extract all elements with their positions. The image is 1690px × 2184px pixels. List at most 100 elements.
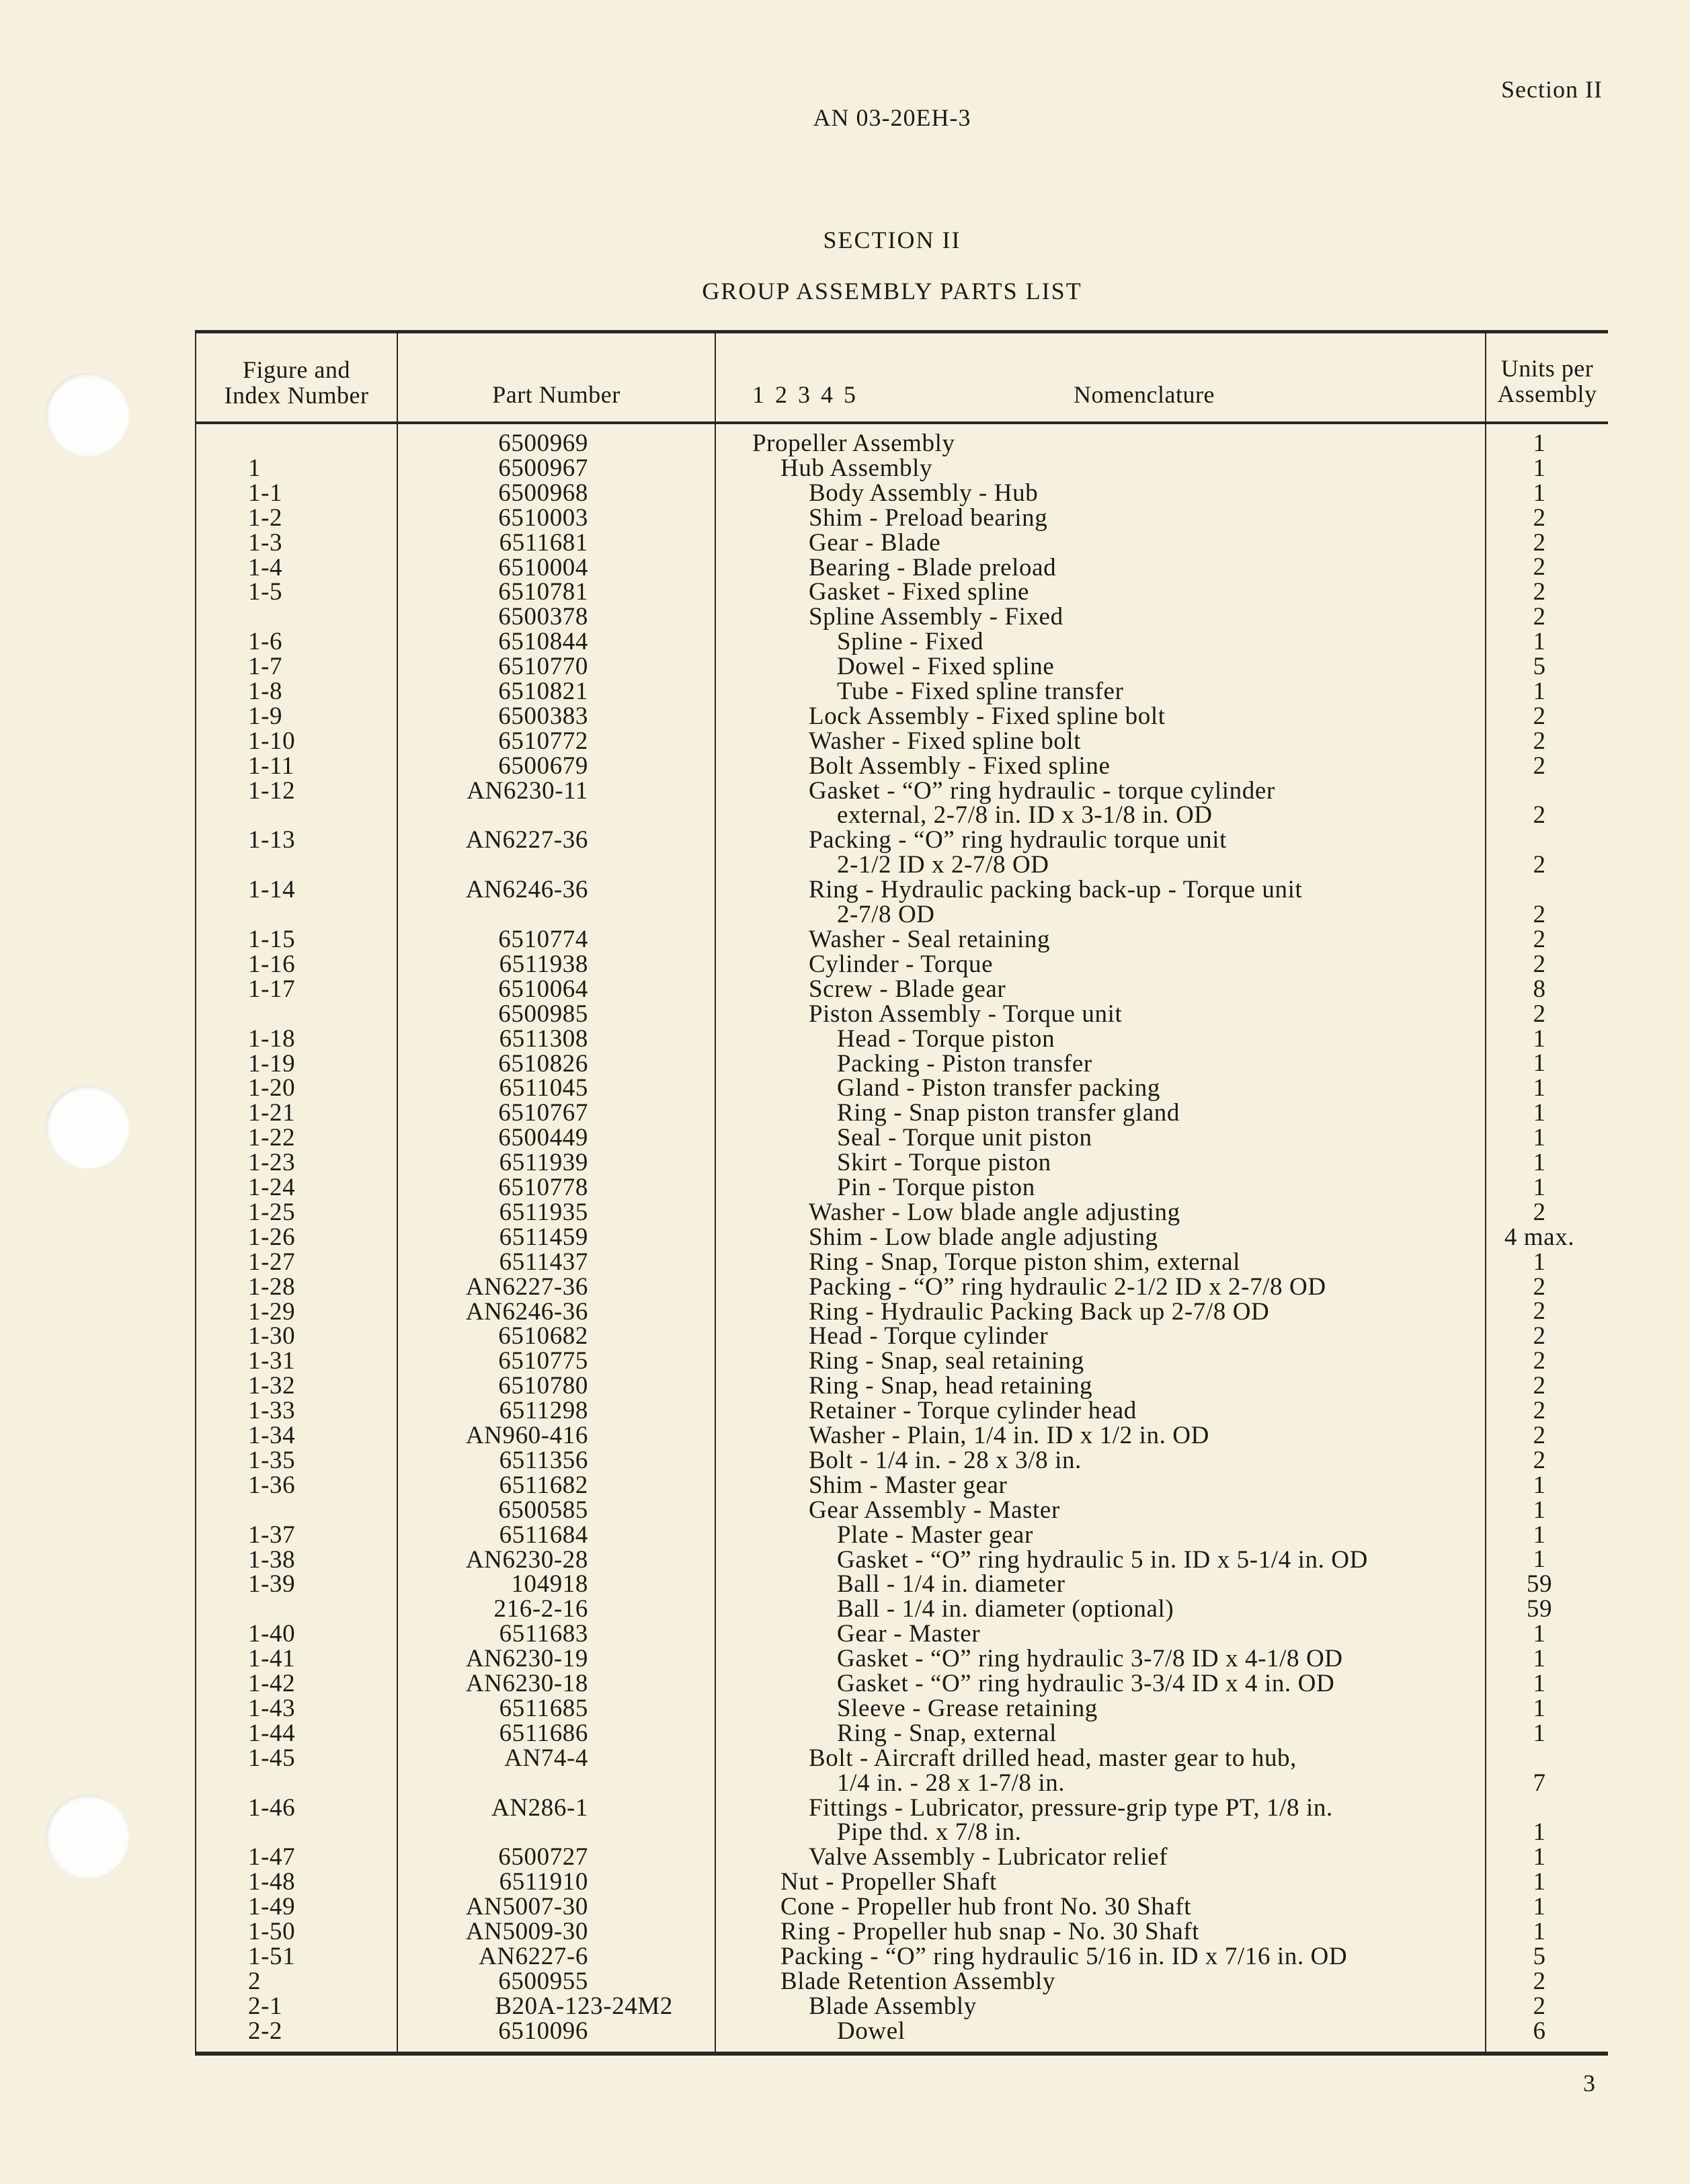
units-per-assembly: 1 [1533, 1843, 1546, 1871]
part-number: AN960-416 [465, 1422, 588, 1449]
nomenclature: Shim - Master gear [809, 1471, 1008, 1499]
nomenclature: Ring - Hydraulic Packing Back up 2-7/8 O… [809, 1297, 1270, 1326]
index-number: 1-51 [248, 1942, 296, 1970]
part-number: 6510767 [498, 1099, 588, 1127]
units-per-assembly: 1 [1533, 1496, 1546, 1524]
page-title: GROUP ASSEMBLY PARTS LIST [702, 278, 1082, 305]
nomenclature: Head - Torque cylinder [809, 1322, 1049, 1350]
units-per-assembly: 2 [1533, 1000, 1546, 1028]
table-row: 2-2 6510096 Dowel 6 [196, 2019, 1608, 2044]
nomenclature: Spline Assembly - Fixed [809, 603, 1063, 631]
units-per-assembly: 1 [1533, 1049, 1546, 1078]
index-number: 1-45 [248, 1744, 296, 1772]
part-number: AN6230-28 [465, 1545, 588, 1574]
table-row: 1-37 6511684 Plate - Master gear 1 [196, 1523, 1608, 1548]
nomenclature: Pipe thd. x 7/8 in. [837, 1818, 1022, 1847]
nomenclature: Hub Assembly [780, 454, 933, 482]
index-number: 1-23 [248, 1149, 296, 1177]
units-per-assembly: 8 [1533, 975, 1546, 1003]
table-row: 1-38 AN6230-28 Gasket - “O” ring hydraulic… [196, 1545, 1608, 1574]
units-per-assembly: 2 [1533, 702, 1546, 730]
column-divider [397, 333, 398, 2052]
table-row: 1-19 6510826 Packing - Piston transfer 1 [196, 1049, 1608, 1078]
table-row: 1-2 6510003 Shim - Preload bearing 2 [196, 505, 1608, 531]
table-row: 1-50 AN5009-30 Ring - Propeller hub snap -… [196, 1919, 1608, 1945]
index-number: 1-43 [248, 1694, 296, 1722]
nomenclature: Ball - 1/4 in. diameter [837, 1570, 1065, 1599]
table-row: 6500378 Spline Assembly - Fixed 2 [196, 603, 1608, 631]
nomenclature: Packing - “O” ring hydraulic torque unit [809, 826, 1227, 854]
part-number: 6500985 [498, 1000, 588, 1028]
table-row: 1-31 6510775 Ring - Snap, seal retaining 2 [196, 1348, 1608, 1374]
table-row: 1-9 6500383 Lock Assembly - Fixed spline b… [196, 704, 1608, 729]
nomenclature: Propeller Assembly [752, 430, 955, 457]
units-per-assembly: 2 [1533, 1272, 1546, 1301]
table-row: 1-34 AN960-416 Washer - Plain, 1/4 in. ID … [196, 1422, 1608, 1449]
index-number: 1-11 [248, 752, 294, 780]
units-per-assembly: 1 [1533, 1645, 1546, 1673]
page-number: 3 [1583, 2070, 1596, 2097]
part-number: 6511459 [499, 1223, 588, 1251]
index-number: 2-1 [248, 1992, 283, 2020]
units-per-assembly: 1 [1533, 1694, 1546, 1722]
nomenclature: Packing - Piston transfer [837, 1049, 1092, 1078]
index-number: 1 [248, 454, 261, 482]
nomenclature: Tube - Fixed spline transfer [837, 678, 1124, 705]
units-per-assembly: 1 [1533, 677, 1546, 705]
nomenclature: Bolt - Aircraft drilled head, master gea… [809, 1744, 1297, 1772]
table-row: 1-4 6510004 Bearing - Blade preload 2 [196, 555, 1608, 581]
nomenclature: external, 2-7/8 in. ID x 3-1/8 in. OD [837, 801, 1213, 830]
part-number: 6510682 [498, 1322, 588, 1350]
part-number: 6510778 [498, 1174, 588, 1201]
nomenclature: Cylinder - Torque [809, 950, 994, 978]
nomenclature: Gasket - Fixed spline [809, 578, 1030, 606]
index-number: 1-7 [248, 653, 283, 681]
table-row: 1-13 AN6227-36 Packing - “O” ring hydrauli… [196, 826, 1608, 878]
table-row: 2 6500955 Blade Retention Assembly 2 [196, 1967, 1608, 1995]
punch-hole [46, 1795, 129, 1878]
part-number: AN5007-30 [465, 1893, 588, 1921]
document-number: AN 03-20EH-3 [813, 104, 971, 131]
units-per-assembly: 5 [1533, 653, 1546, 681]
table-row: 1-14 AN6246-36 Ring - Hydraulic packing ba… [196, 877, 1608, 928]
index-number: 1-18 [248, 1024, 296, 1053]
table-row: 1-1 6500968 Body Assembly - Hub 1 [196, 481, 1608, 506]
nomenclature: Washer - Seal retaining [809, 926, 1051, 953]
nomenclature: Gland - Piston transfer packing [837, 1074, 1160, 1102]
units-per-assembly: 4 max. [1504, 1223, 1575, 1251]
index-number: 2 [248, 1967, 261, 1995]
units-per-assembly: 2 [1533, 603, 1546, 631]
nomenclature: Screw - Blade gear [809, 975, 1006, 1003]
part-number: 6511910 [499, 1868, 588, 1896]
table-row: 6500969 Propeller Assembly 1 [196, 430, 1608, 457]
part-number: 6500727 [498, 1843, 588, 1871]
part-number: AN6230-11 [467, 776, 588, 805]
units-per-assembly: 2 [1533, 528, 1546, 557]
units-per-assembly: 6 [1533, 2017, 1546, 2045]
table-row: 6500985 Piston Assembly - Torque unit 2 [196, 1002, 1608, 1027]
nomenclature: Seal - Torque unit piston [837, 1124, 1092, 1152]
units-per-assembly: 1 [1533, 1545, 1546, 1574]
nomenclature: Piston Assembly - Torque unit [809, 1000, 1123, 1028]
part-number: 6511683 [499, 1620, 588, 1648]
table-row: 1-20 6511045 Gland - Piston transfer packi… [196, 1076, 1608, 1101]
part-number: 6511938 [499, 950, 588, 978]
nomenclature: Head - Torque piston [837, 1024, 1055, 1053]
table-row: 1-42 AN6230-18 Gasket - “O” ring hydraulic… [196, 1670, 1608, 1697]
part-number: 6511298 [499, 1397, 588, 1425]
index-number: 1-28 [248, 1272, 296, 1301]
table-row: 1-40 6511683 Gear - Master 1 [196, 1620, 1608, 1648]
table-row: 1-7 6510770 Dowel - Fixed spline 5 [196, 653, 1608, 681]
units-per-assembly: 2 [1533, 1397, 1546, 1425]
index-number: 1-39 [248, 1570, 296, 1599]
index-number: 1-42 [248, 1670, 296, 1697]
table-row: 1-43 6511685 Sleeve - Grease retaining 1 [196, 1694, 1608, 1722]
part-number: 6510781 [498, 578, 588, 606]
nomenclature: Sleeve - Grease retaining [837, 1694, 1098, 1722]
index-number: 1-6 [248, 628, 283, 656]
part-number: 6511686 [499, 1719, 588, 1747]
table-row: 1-22 6500449 Seal - Torque unit piston 1 [196, 1124, 1608, 1152]
part-number: 6510096 [498, 2017, 588, 2045]
nomenclature: Packing - “O” ring hydraulic 5/16 in. ID… [780, 1942, 1348, 1970]
index-number: 1-24 [248, 1174, 296, 1201]
